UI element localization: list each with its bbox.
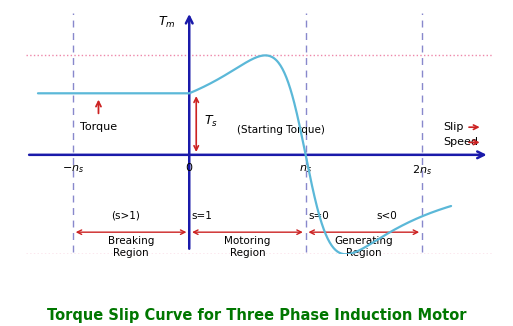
Text: s<0: s<0 — [377, 211, 398, 221]
Text: (s>1): (s>1) — [111, 211, 140, 221]
Text: (Starting Torque): (Starting Torque) — [237, 125, 325, 135]
Text: Torque Slip Curve for Three Phase Induction Motor: Torque Slip Curve for Three Phase Induct… — [47, 308, 466, 323]
Text: Generating
Region: Generating Region — [334, 236, 393, 258]
Text: Motoring
Region: Motoring Region — [224, 236, 271, 258]
Text: s=1: s=1 — [191, 211, 212, 221]
Text: $2n_s$: $2n_s$ — [412, 163, 432, 177]
Text: s=0: s=0 — [308, 211, 329, 221]
Text: Torque: Torque — [80, 122, 117, 132]
Text: Speed: Speed — [443, 137, 478, 147]
Text: 0: 0 — [186, 163, 193, 173]
Text: $T_s$: $T_s$ — [204, 113, 219, 128]
Text: $-n_s$: $-n_s$ — [62, 163, 84, 175]
Text: $T_m$: $T_m$ — [157, 15, 175, 30]
Text: Breaking
Region: Breaking Region — [108, 236, 154, 258]
Text: $n_s$: $n_s$ — [299, 163, 312, 175]
Text: Slip: Slip — [443, 122, 463, 132]
